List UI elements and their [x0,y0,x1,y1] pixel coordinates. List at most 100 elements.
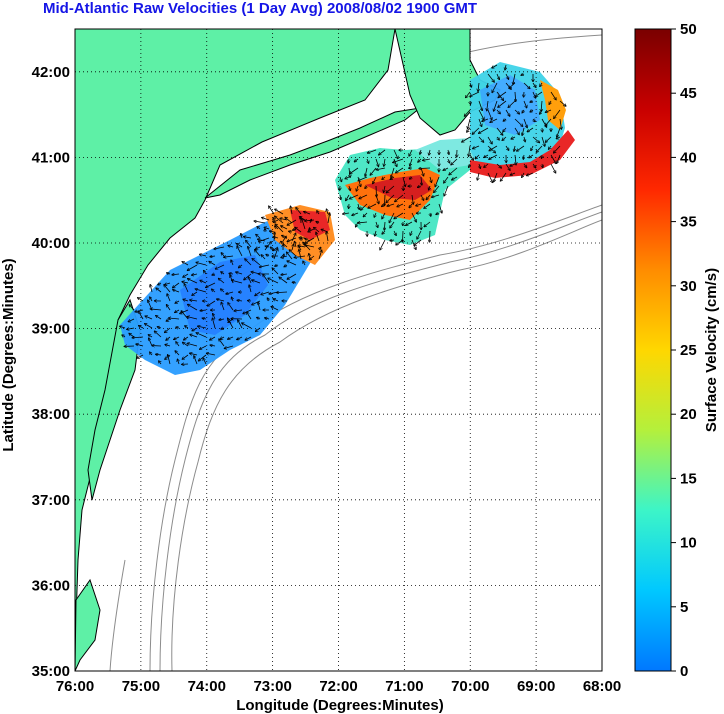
velocity-arrow [550,163,556,173]
velocity-arrow [540,109,543,114]
velocity-arrow [436,213,440,214]
velocity-arrow [393,158,404,162]
velocity-arrow [363,212,368,217]
velocity-arrow [503,119,506,121]
velocity-patch-georges-hot [470,130,575,178]
velocity-arrow [245,259,252,266]
velocity-arrow [514,118,523,126]
velocity-arrow [275,265,279,266]
velocity-arrow [496,127,503,135]
velocity-arrow [173,290,180,293]
velocity-arrow [252,280,261,284]
velocity-arrow [379,149,386,155]
velocity-arrow [232,280,243,284]
colorbar-tick-label: 0 [680,663,688,680]
velocity-arrow [175,309,180,312]
velocity-arrow [264,227,270,229]
velocity-arrow [169,318,180,319]
velocity-arrow [207,300,216,306]
velocity-arrow [435,176,440,186]
longitude-ticks: 76:00 75:00 74:00 73:00 72:00 71:00 70:00 69:00… [56,678,621,695]
velocity-arrow [386,185,395,193]
velocity-arrow [515,91,516,101]
velocity-arrow [237,246,243,257]
velocity-arrow [505,73,509,79]
velocity-arrow [514,109,519,114]
velocity-arrow [309,254,310,260]
velocity-arrow [238,320,243,329]
velocity-arrow [527,127,534,132]
velocity-arrow [271,307,279,311]
velocity-arrow [541,136,545,146]
map-title: Mid-Atlantic Raw Velocities (1 Day Avg) … [43,0,478,17]
velocity-arrow [412,194,413,204]
velocity-arrow [184,336,189,340]
velocity-arrow [263,275,270,284]
velocity-arrow [302,219,306,230]
velocity-arrow [295,242,296,248]
lon-tick-label: 76:00 [56,678,94,695]
velocity-arrow [444,176,449,183]
velocity-arrow [176,342,180,347]
velocity-arrow [478,118,482,126]
velocity-arrow [225,345,234,348]
velocity-arrow [494,100,498,111]
velocity-arrow [165,345,171,346]
velocity-arrow [410,158,413,166]
velocity-arrow [389,212,395,222]
velocity-arrow [196,333,207,338]
velocity-arrow [414,239,422,245]
velocity-arrow [361,203,368,210]
velocity-arrow [190,353,198,355]
velocity-arrow [546,109,552,112]
velocity-arrow [239,264,243,268]
velocity-arrow [156,354,162,355]
velocity-arrow [287,261,297,266]
velocity-arrow [484,154,489,157]
velocity-arrow [430,176,431,182]
velocity-arrow [228,303,234,311]
velocity-arrow [271,247,275,251]
velocity-arrow [210,336,216,340]
velocity-arrow [248,277,252,284]
velocity-arrow [358,203,359,209]
velocity-arrow [382,230,386,234]
velocity-arrow [382,177,386,179]
velocity-arrow [188,279,198,284]
velocity-arrow [523,118,527,127]
velocity-arrow [484,163,489,167]
velocity-arrow [531,145,533,150]
velocity-arrow [167,305,171,311]
lon-tick-label: 74:00 [188,678,226,695]
velocity-arrow [514,145,515,151]
velocity-arrow [219,319,225,320]
velocity-arrow [229,273,234,274]
velocity-arrow [202,318,207,319]
velocity-arrow [295,227,302,233]
velocity-arrow [255,250,261,257]
velocity-arrow [200,280,207,284]
lon-tick-label: 73:00 [253,678,291,695]
velocity-arrow [274,232,275,242]
lon-tick-label: 72:00 [319,678,357,695]
velocity-arrow [557,154,561,163]
velocity-arrow [382,203,386,206]
velocity-arrow [521,74,525,75]
velocity-arrow [448,158,450,163]
velocity-arrow [365,167,368,176]
lat-tick-label: 40:00 [32,235,70,252]
velocity-arrow [272,268,279,275]
velocity-arrow [199,354,207,361]
velocity-arrow [418,158,422,162]
velocity-arrow [206,282,216,287]
velocity-arrow [380,239,386,250]
velocity-arrow [200,310,207,311]
velocity-arrow [515,154,516,165]
velocity-arrow [432,194,440,197]
velocity-arrow [316,232,320,242]
velocity-arrow [283,254,284,260]
velocity-arrow [261,291,270,295]
velocity-arrow [248,247,252,257]
velocity-arrow [498,100,507,107]
velocity-arrow [492,64,498,68]
